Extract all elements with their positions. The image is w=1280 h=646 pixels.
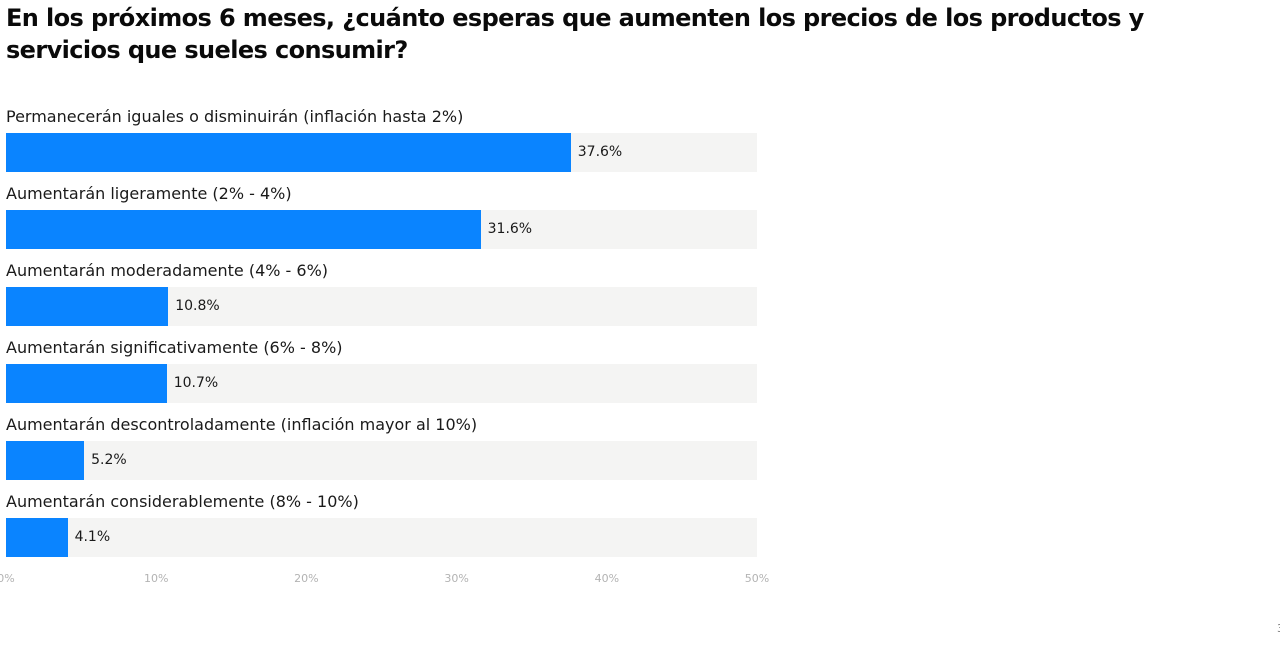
page-number-fragment: 3 [1277,624,1280,634]
bar-row: Aumentarán descontroladamente (inflación… [6,408,757,485]
bar-row: Aumentarán ligeramente (2% - 4%) 31.6% [6,177,757,254]
category-label: Permanecerán iguales o disminuirán (infl… [6,107,464,126]
x-axis: 0% 10% 20% 30% 40% 50% [0,572,769,592]
category-label: Aumentarán ligeramente (2% - 4%) [6,184,292,203]
x-tick-label: 40% [594,572,620,585]
bar-row: Aumentarán moderadamente (4% - 6%) 10.8% [6,254,757,331]
value-label: 10.8% [175,298,220,314]
bar-track: 10.7% [6,364,757,403]
chart-title: En los próximos 6 meses, ¿cuánto esperas… [6,4,1144,64]
bar [6,518,68,557]
category-label: Aumentarán significativamente (6% - 8%) [6,338,343,357]
bar [6,133,571,172]
bar-row: Permanecerán iguales o disminuirán (infl… [6,100,757,177]
bar-row: Aumentarán considerablemente (8% - 10%) 4… [6,485,757,562]
bar-track: 31.6% [6,210,757,249]
category-label: Aumentarán descontroladamente (inflación… [6,415,478,434]
value-label: 4.1% [74,529,111,545]
bar-track: 10.8% [6,287,757,326]
value-label: 31.6% [487,221,533,237]
category-label: Aumentarán moderadamente (4% - 6%) [6,261,329,280]
x-tick-label: 20% [294,572,319,585]
value-label: 37.6% [577,144,623,160]
bar-track: 37.6% [6,133,757,172]
bar-track: 4.1% [6,518,757,557]
x-tick-label: 0% [0,572,15,585]
bar-chart-plot: Permanecerán iguales o disminuirán (infl… [6,100,757,580]
bar [6,287,169,326]
value-label: 5.2% [91,452,127,468]
bar [6,210,481,249]
bar [6,441,85,480]
x-tick-label: 30% [444,572,469,585]
bar-row: Aumentarán significativamente (6% - 8%) 1… [6,331,757,408]
bar [6,364,167,403]
category-label: Aumentarán considerablemente (8% - 10%) [6,492,359,511]
bar-track: 5.2% [6,441,757,480]
x-tick-label: 50% [744,572,770,585]
x-tick-label: 10% [143,572,169,585]
value-label: 10.7% [173,375,219,391]
